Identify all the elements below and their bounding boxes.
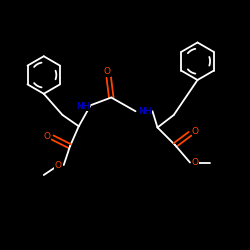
Text: O: O xyxy=(44,132,51,141)
Text: O: O xyxy=(192,158,199,167)
Text: O: O xyxy=(192,127,199,136)
Text: NH: NH xyxy=(138,107,152,116)
Text: O: O xyxy=(55,160,62,170)
Text: NH: NH xyxy=(76,102,89,111)
Text: O: O xyxy=(104,68,111,76)
